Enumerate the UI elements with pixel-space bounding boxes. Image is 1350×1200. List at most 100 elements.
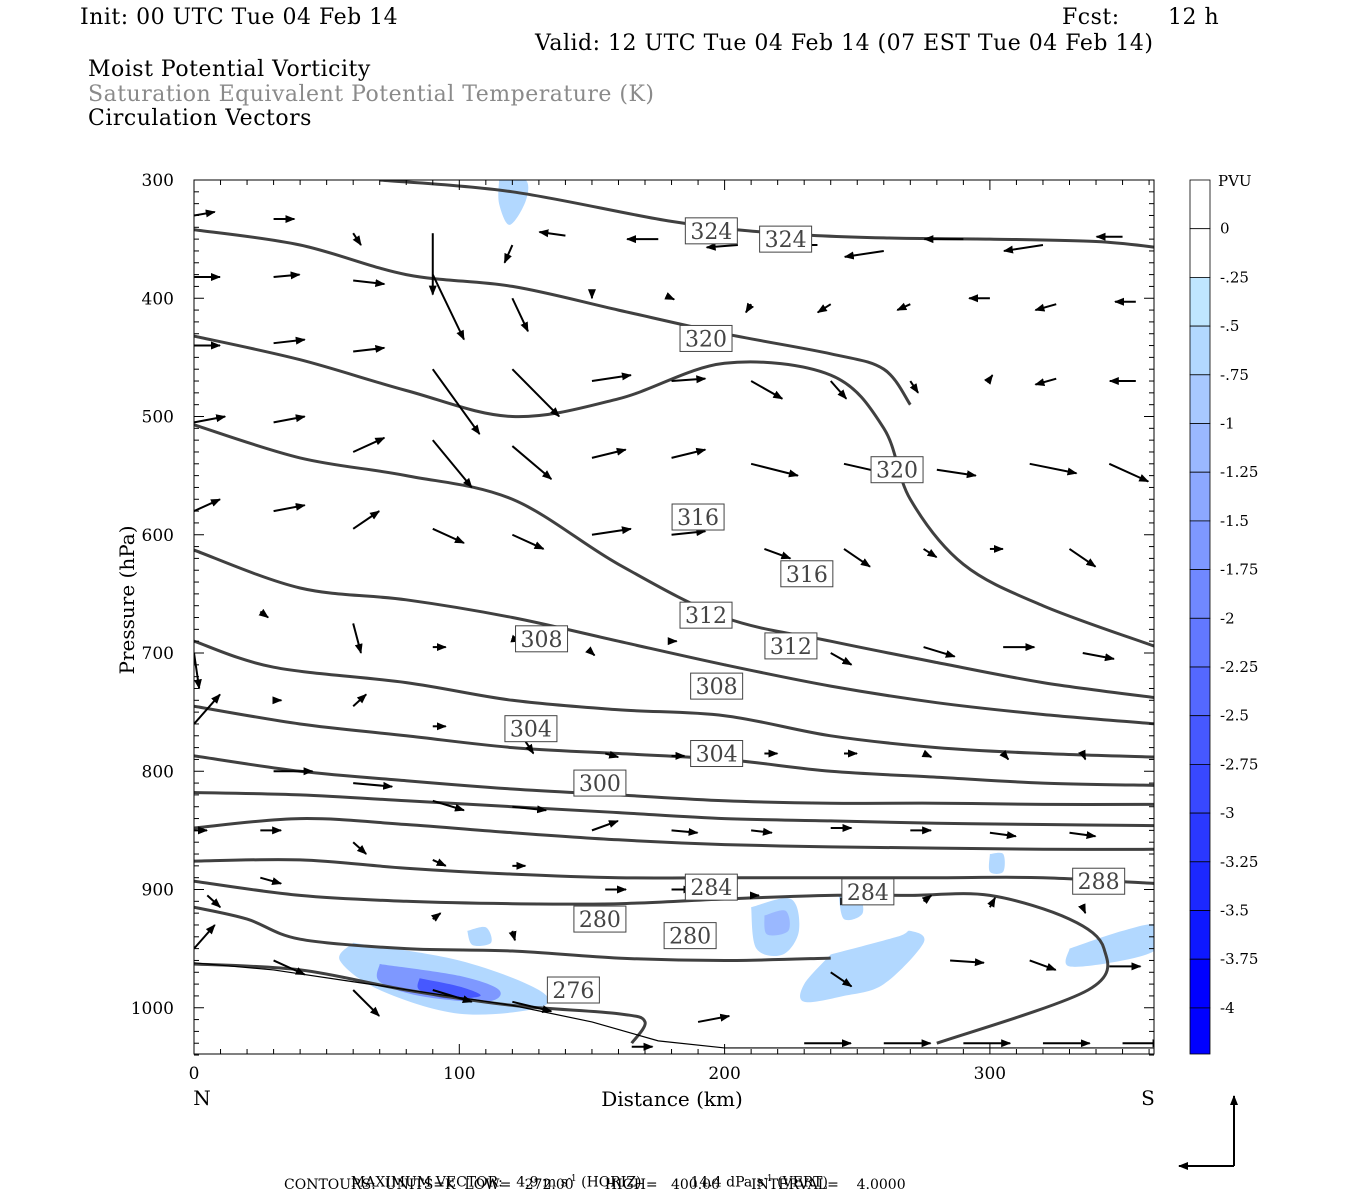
vector-arrow (830, 971, 853, 988)
contour-312 (194, 548, 1154, 726)
vector-arrow (664, 292, 676, 301)
north-label: N (193, 1086, 211, 1110)
contour-label-box (1072, 867, 1126, 895)
pv-region (467, 926, 492, 946)
vector-arrow (604, 750, 620, 759)
vector-arrow (909, 380, 919, 394)
vector-arrow (1029, 959, 1057, 971)
contour-label: 320 (685, 327, 727, 352)
contour-296 (194, 791, 1154, 828)
contour-label: 320 (876, 459, 918, 484)
vector-arrow (538, 229, 566, 238)
contour-label-box (515, 625, 569, 653)
contour-label-box (663, 922, 717, 950)
contour-label: 284 (690, 876, 732, 901)
vector-arrow (260, 876, 283, 885)
vector-arrow (750, 380, 784, 400)
contour-label-box (690, 672, 744, 700)
field-title-vectors: Circulation Vectors (88, 106, 312, 131)
y-tick-label: 400 (142, 289, 174, 309)
contour-label-box (759, 225, 813, 253)
south-label: S (1141, 1086, 1155, 1110)
contour-label: 300 (579, 772, 621, 797)
colorbar-segment (1189, 471, 1211, 522)
vector-arrow (352, 693, 367, 707)
vector-arrow (671, 528, 707, 537)
contour-308 (194, 639, 1154, 759)
vector-arrow (511, 533, 545, 550)
vector-arrow (923, 548, 938, 559)
colorbar-label: -.25 (1220, 268, 1249, 286)
vector-arrow (512, 805, 548, 814)
colorbar-segment (1189, 666, 1211, 717)
horiz-unit: (HORIZ) (581, 1174, 642, 1191)
vector-arrow (194, 209, 216, 218)
y-axis-title: Pressure (hPa) (115, 526, 139, 675)
colorbar-label: -3.5 (1220, 902, 1249, 920)
contour-324 (194, 228, 912, 406)
vector-arrow (352, 232, 362, 246)
pv-shading (339, 180, 1154, 1015)
init-time: Init: 00 UTC Tue 04 Feb 14 (80, 5, 399, 30)
vector-arrow (273, 959, 306, 976)
contour-300 (194, 754, 1154, 806)
vector-arrow (591, 372, 632, 383)
vector-arrow (697, 1013, 731, 1023)
contour-label: 324 (765, 228, 807, 253)
vector-arrow (764, 548, 792, 560)
contour-label: 280 (669, 925, 711, 950)
vector-arrow (194, 414, 227, 424)
contour-284 (194, 879, 1110, 1045)
colorbar-label: -3 (1220, 804, 1235, 822)
contour-320 (194, 334, 1154, 648)
max-vector-legend: MAXIMUM VECTOR: 4.9 m s-1 (HORIZ) 14.4 d… (342, 1158, 828, 1191)
colorbar-label: -2.5 (1220, 707, 1249, 725)
vector-arrow (751, 827, 773, 836)
x-tick-label: 100 (443, 1064, 475, 1084)
vector-arrow (503, 244, 514, 264)
y-tick-label: 900 (142, 881, 174, 901)
contour-label: 308 (521, 628, 563, 653)
vector-arrow (512, 1000, 553, 1014)
theta-es-contours (194, 180, 1154, 1049)
contour-280 (194, 905, 831, 963)
contour-label-box (870, 456, 924, 484)
colorbar-label: -2.75 (1220, 755, 1258, 773)
colorbar-segment (1189, 276, 1211, 327)
colorbar-segment (1189, 715, 1211, 765)
contour-label-box (764, 632, 818, 660)
vector-arrow (273, 414, 306, 424)
field-title-mpv: Moist Potential Vorticity (88, 57, 371, 82)
vector-arrow (432, 527, 465, 544)
vector-arrow (829, 380, 848, 400)
colorbar-label: -1.5 (1220, 512, 1249, 530)
contour-label-box (546, 976, 600, 1004)
contour-label-box (684, 217, 738, 245)
vector-arrow (352, 510, 381, 530)
x-tick-label: 300 (974, 1064, 1006, 1084)
contour-label: 288 (1078, 870, 1120, 895)
horiz-value: 4.9 m s (516, 1174, 568, 1191)
colorbar-segment (1189, 179, 1211, 230)
vector-arrow (432, 989, 473, 1004)
vert-exp: -1 (763, 1174, 773, 1184)
field-title-theta-es: Saturation Equivalent Potential Temperat… (88, 82, 655, 107)
valid-time: Valid: 12 UTC Tue 04 Feb 14 (07 EST Tue … (535, 31, 1154, 56)
contour-legend: CONTOURS: UNITS=K LOW= 272.00 HIGH= 400.… (284, 1177, 906, 1193)
contour-label: 308 (696, 675, 738, 700)
vector-arrow (508, 930, 517, 942)
vector-arrow (816, 303, 832, 314)
x-tick-label: 200 (708, 1064, 740, 1084)
contour-316 (194, 423, 1154, 700)
contour-label-box (780, 560, 834, 588)
vector-arrow (511, 368, 560, 418)
y-tick-label: 600 (142, 526, 174, 546)
vector-arrow (353, 279, 386, 288)
vector-arrow (671, 375, 707, 384)
vector-arrow (745, 302, 755, 314)
vert-value: 14.4 dPa s (690, 1174, 764, 1191)
vector-arrow (591, 447, 627, 459)
vector-arrow (194, 693, 221, 725)
vector-arrow (511, 297, 529, 333)
contour-label-box (504, 715, 558, 743)
